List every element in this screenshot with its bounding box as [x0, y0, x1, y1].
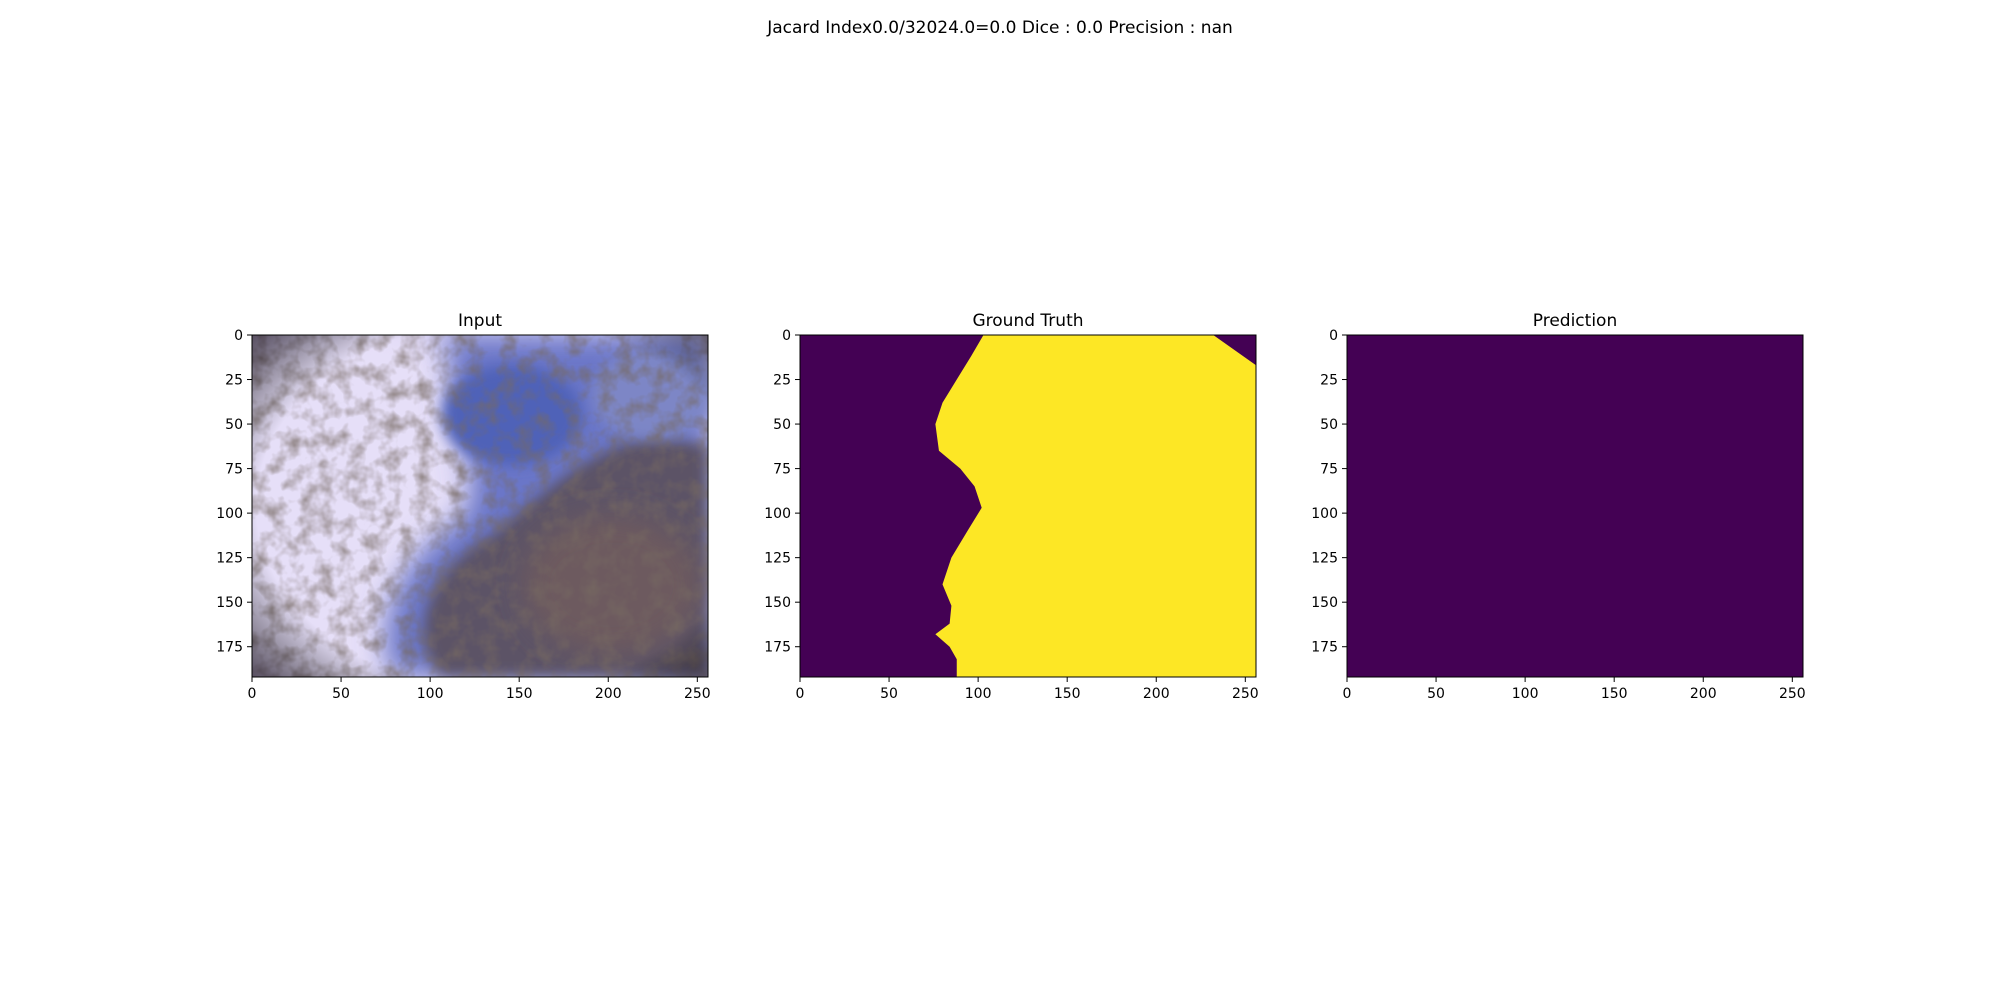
y-tick-label: 75 [225, 462, 243, 478]
x-tick-label: 200 [1690, 686, 1717, 702]
y-tick-label: 125 [1311, 551, 1338, 567]
x-tick-label: 250 [1232, 686, 1259, 702]
x-tick-label: 0 [796, 686, 805, 702]
panel-prediction: Prediction 0 50 100 150 200 250 0 25 50 75 100 125 15… [1311, 311, 1805, 702]
y-tick-label: 150 [764, 595, 791, 611]
figure-suptitle: Jacard Index0.0/32024.0=0.0 Dice : 0.0 P… [766, 18, 1233, 38]
y-tick-label: 100 [764, 506, 791, 522]
x-tick-label: 100 [965, 686, 992, 702]
x-tick-label: 100 [1512, 686, 1539, 702]
axes-frame [1346, 334, 1804, 678]
panel-title: Input [458, 311, 502, 331]
x-tick-label: 200 [1143, 686, 1170, 702]
y-tick-label: 75 [773, 462, 791, 478]
x-tick-label: 250 [684, 686, 711, 702]
panel-input: Input 0 50 100 150 200 250 0 25 50 75 100 125 150 175 [216, 311, 711, 702]
y-tick-label: 125 [216, 551, 243, 567]
x-tick-label: 150 [1601, 686, 1628, 702]
y-tick-label: 175 [1311, 640, 1338, 656]
lesion-mask-region [935, 335, 1256, 677]
x-tick-label: 150 [1054, 686, 1081, 702]
x-tick-label: 50 [880, 686, 898, 702]
y-tick-label: 100 [1311, 506, 1338, 522]
y-tick-label: 125 [764, 551, 791, 567]
y-tick-label: 175 [764, 640, 791, 656]
y-tick-label: 0 [782, 328, 791, 344]
y-tick-label: 150 [216, 595, 243, 611]
x-tick-label: 50 [1427, 686, 1445, 702]
x-tick-label: 250 [1779, 686, 1806, 702]
x-tick-label: 150 [506, 686, 533, 702]
x-tick-label: 0 [248, 686, 257, 702]
input-image [252, 335, 708, 677]
panel-ground-truth: Ground Truth 0 50 100 150 200 250 0 25 50 75 100 125… [764, 311, 1258, 702]
y-tick-label: 175 [216, 640, 243, 656]
y-tick-label: 100 [216, 506, 243, 522]
y-tick-label: 50 [773, 417, 791, 433]
panel-title: Prediction [1533, 311, 1617, 331]
x-tick-label: 0 [1343, 686, 1352, 702]
y-tick-label: 150 [1311, 595, 1338, 611]
axes-frame [251, 334, 709, 678]
y-tick-label: 0 [1329, 328, 1338, 344]
y-tick-label: 0 [234, 328, 243, 344]
y-tick-label: 75 [1320, 462, 1338, 478]
x-tick-label: 50 [332, 686, 350, 702]
y-tick-label: 50 [225, 417, 243, 433]
y-tick-label: 25 [1320, 373, 1338, 389]
axes-frame [799, 334, 1257, 678]
x-tick-label: 100 [417, 686, 444, 702]
y-tick-label: 25 [773, 373, 791, 389]
dermoscope-vignette [252, 335, 708, 677]
prediction-mask-background [1347, 335, 1803, 677]
panel-title: Ground Truth [972, 311, 1083, 331]
x-tick-label: 200 [595, 686, 622, 702]
y-tick-label: 50 [1320, 417, 1338, 433]
y-tick-label: 25 [225, 373, 243, 389]
